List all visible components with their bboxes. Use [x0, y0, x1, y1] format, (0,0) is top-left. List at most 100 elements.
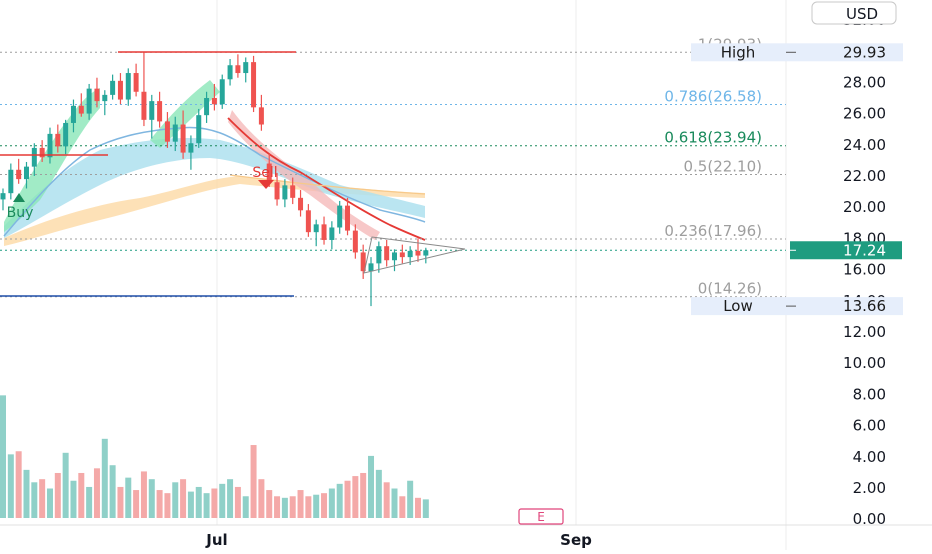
fib-label-0.786: 0.786(26.58)	[664, 88, 762, 106]
price-tag-box	[691, 43, 903, 62]
fib-label-0.236: 0.236(17.96)	[664, 222, 762, 240]
candle-body	[110, 80, 116, 95]
volume-bar	[211, 488, 218, 518]
time-label-jul: Jul	[205, 531, 227, 549]
volume-bar	[156, 490, 163, 518]
volume-bar	[234, 486, 241, 518]
currency-label: USD	[846, 5, 878, 23]
green-ribbon-1	[4, 88, 100, 232]
volume-bar	[54, 472, 61, 518]
price-tick-label: 16.00	[843, 261, 886, 279]
volume-bar	[195, 486, 202, 518]
candle-body	[235, 65, 241, 74]
volume-bar	[140, 471, 147, 518]
volume-bar	[23, 469, 30, 518]
volume-bar	[368, 455, 375, 518]
candle-body	[102, 94, 108, 102]
volume-bar	[39, 479, 46, 518]
volume-bar	[266, 490, 273, 518]
price-tick-label: 6.00	[853, 417, 886, 435]
candle-body	[352, 230, 358, 253]
candle-body	[23, 166, 29, 180]
red-ma-line	[227, 117, 426, 241]
candle-body	[180, 124, 186, 153]
buy-signal-arrow	[13, 193, 25, 202]
chart-overlays: Buy Sell E	[0, 51, 564, 525]
volume-bar	[180, 479, 187, 518]
volume-bar	[62, 452, 69, 518]
buy-signal-label: Buy	[7, 205, 34, 221]
volume-bar	[0, 395, 6, 518]
candle-body	[321, 224, 327, 240]
blue-ma-line	[3, 126, 426, 237]
volume-bar	[78, 472, 85, 518]
volume-bars	[0, 395, 429, 518]
candle-body	[39, 147, 45, 158]
candle-body	[305, 210, 311, 233]
price-tick-label: 20.00	[843, 198, 886, 216]
candle-body	[282, 185, 288, 200]
time-label-sep: Sep	[560, 531, 592, 549]
candle-body	[63, 122, 69, 147]
price-tick-label: 26.00	[843, 105, 886, 123]
volume-bar	[242, 496, 249, 518]
candle-body	[149, 101, 155, 120]
candle-body	[251, 62, 257, 108]
candle-body	[172, 124, 178, 142]
volume-bar	[407, 480, 414, 518]
orange-ma-line	[229, 174, 426, 195]
candle-body	[376, 246, 382, 264]
volume-bar	[219, 483, 226, 518]
volume-bar	[313, 494, 320, 518]
candle-body	[78, 105, 84, 114]
candle-body	[298, 197, 304, 211]
price-tick-label: 4.00	[853, 448, 886, 466]
volume-bar	[203, 493, 210, 518]
candle-body	[266, 163, 272, 183]
price-axis: 32.0030.0028.0026.0024.0022.0020.0018.00…	[811, 1, 897, 528]
candle-body	[0, 193, 6, 200]
volume-bar	[227, 479, 234, 518]
price-tick-label: 10.00	[843, 354, 886, 372]
fib-label-0: 0(14.26)	[698, 280, 762, 298]
price-tag-label: Low	[723, 297, 753, 315]
price-tags: High 29.93 17.24 Low 13.66	[691, 43, 903, 316]
last-price-value: 17.24	[843, 241, 886, 259]
volume-bar	[172, 482, 179, 518]
price-tag-label: High	[721, 43, 755, 61]
volume-bar	[117, 486, 124, 518]
currency-badge	[811, 1, 897, 25]
candle-body	[164, 121, 170, 142]
volume-bar	[383, 482, 390, 518]
earnings-event-label: E	[537, 510, 545, 524]
red-ribbon	[228, 110, 380, 240]
volume-bar	[250, 445, 257, 518]
candle-body	[227, 65, 233, 80]
price-tick-label: 12.00	[843, 323, 886, 341]
price-tag-box	[691, 297, 903, 316]
candle-body	[16, 169, 22, 180]
candle-body	[157, 101, 163, 122]
candle-body	[125, 73, 131, 100]
sell-signal-arrow	[258, 180, 274, 189]
volume-bar	[164, 493, 171, 518]
candle-body	[219, 79, 225, 105]
volume-bar	[352, 476, 359, 518]
volume-bar	[70, 480, 77, 518]
orange-ribbon	[4, 176, 425, 246]
price-tag-value: 29.93	[843, 43, 886, 61]
volume-bar	[391, 488, 398, 518]
volume-bar	[321, 493, 328, 518]
price-tick-label: 28.00	[843, 73, 886, 91]
candle-body	[133, 73, 139, 92]
candle-body	[243, 62, 249, 74]
volume-bar	[360, 472, 367, 518]
candle-body	[31, 147, 37, 167]
volume-bar	[133, 490, 140, 518]
candle-body	[368, 263, 374, 272]
candle-body	[188, 143, 194, 153]
candle-body	[407, 250, 413, 258]
volume-bar	[422, 499, 429, 518]
fib-label-0.5: 0.5(22.10)	[683, 157, 762, 175]
